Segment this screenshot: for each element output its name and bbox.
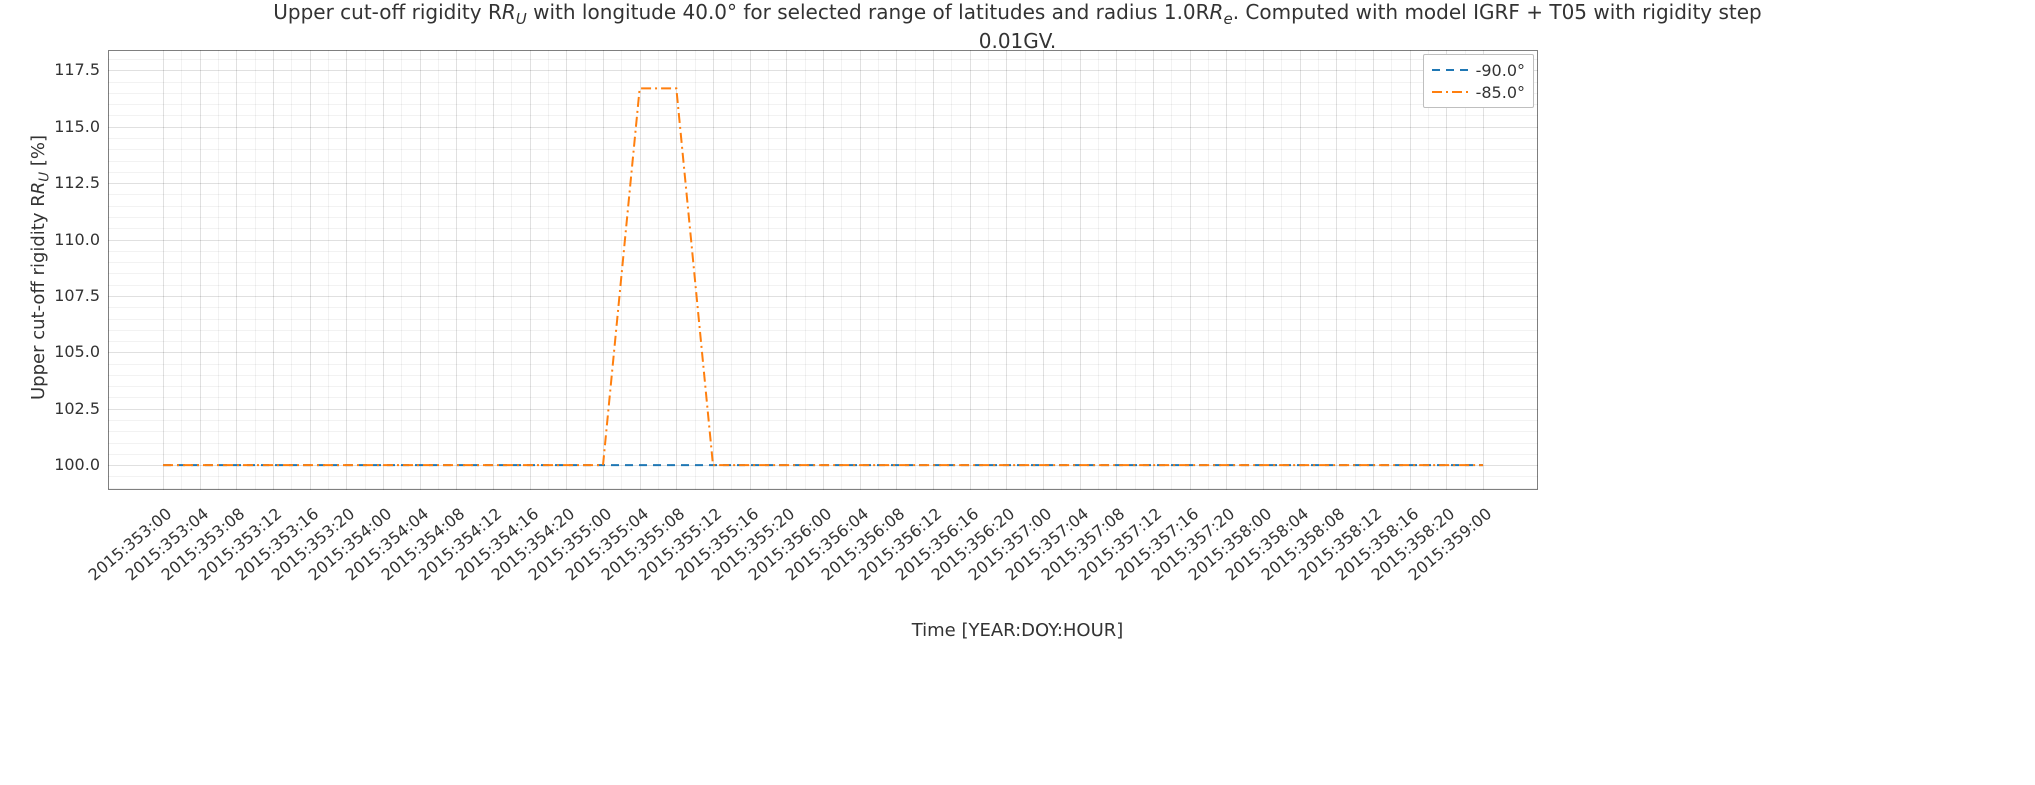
y-tick-label: 110.0 [48,230,100,249]
legend: -90.0° -85.0° [1423,54,1534,108]
y-tick-label: 102.5 [48,399,100,418]
title-sub2: e [1223,10,1232,28]
title-sub1: U [516,10,527,28]
x-axis-label: Time [YEAR:DOY:HOUR] [0,620,2035,641]
series-line [163,88,1483,465]
legend-swatch [1432,84,1468,100]
legend-label: -90.0° [1476,61,1525,80]
series-layer [108,50,1538,490]
legend-label: -85.0° [1476,83,1525,102]
chart-title: Upper cut-off rigidity RRU with longitud… [0,0,2035,54]
y-tick-label: 117.5 [48,60,100,79]
title-line1-end: . Computed with model IGRF + T05 with ri… [1233,0,1762,24]
y-tick-label: 100.0 [48,455,100,474]
title-line1-pre: Upper cut-off rigidity R [273,0,502,24]
legend-item: -90.0° [1432,59,1525,81]
y-tick-label: 112.5 [48,173,100,192]
y-tick-label: 105.0 [48,342,100,361]
plot-area [108,50,1538,490]
y-tick-label: 115.0 [48,117,100,136]
title-line1-mid: with longitude 40.0° for selected range … [527,0,1210,24]
legend-item: -85.0° [1432,81,1525,103]
legend-swatch [1432,62,1468,78]
y-tick-label: 107.5 [48,286,100,305]
chart-container: Upper cut-off rigidity RRU with longitud… [0,0,2035,785]
